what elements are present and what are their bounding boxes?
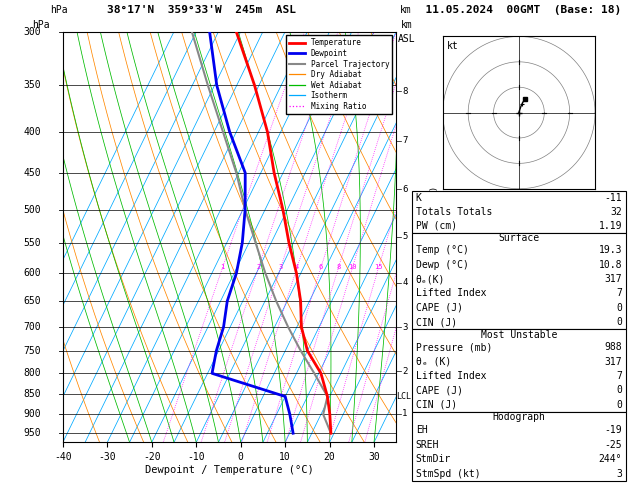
Text: 0: 0	[616, 317, 622, 327]
Text: 7: 7	[403, 137, 408, 145]
Text: 317: 317	[604, 357, 622, 366]
Text: 0: 0	[616, 385, 622, 396]
Text: 15: 15	[374, 264, 383, 270]
Text: θₑ(K): θₑ(K)	[416, 274, 445, 284]
Text: 19.3: 19.3	[599, 245, 622, 256]
Text: Hodograph: Hodograph	[493, 413, 545, 422]
Text: © weatheronline.co.uk: © weatheronline.co.uk	[462, 474, 576, 484]
Text: K: K	[416, 193, 421, 203]
Text: 2: 2	[403, 366, 408, 376]
Text: -19: -19	[604, 425, 622, 435]
Text: 0: 0	[616, 400, 622, 410]
Text: kt: kt	[447, 41, 459, 51]
Text: CAPE (J): CAPE (J)	[416, 303, 463, 313]
Text: 317: 317	[604, 274, 622, 284]
Text: 1: 1	[403, 409, 408, 418]
Text: 8: 8	[403, 87, 408, 96]
Text: -11: -11	[604, 193, 622, 203]
Text: 500: 500	[24, 205, 42, 215]
Text: 4: 4	[403, 278, 408, 287]
Text: 1.19: 1.19	[599, 221, 622, 231]
Text: 650: 650	[24, 296, 42, 306]
Text: ASL: ASL	[398, 34, 415, 44]
Text: 10: 10	[348, 264, 357, 270]
Text: 0: 0	[616, 303, 622, 313]
Text: θₑ (K): θₑ (K)	[416, 357, 451, 366]
Text: CAPE (J): CAPE (J)	[416, 385, 463, 396]
Text: -25: -25	[604, 440, 622, 450]
X-axis label: Dewpoint / Temperature (°C): Dewpoint / Temperature (°C)	[145, 465, 314, 475]
Text: Lifted Index: Lifted Index	[416, 288, 486, 298]
Text: 550: 550	[24, 238, 42, 248]
Text: 7: 7	[616, 371, 622, 381]
Text: 350: 350	[24, 80, 42, 90]
Text: 988: 988	[604, 342, 622, 352]
Text: 750: 750	[24, 346, 42, 356]
Legend: Temperature, Dewpoint, Parcel Trajectory, Dry Adiabat, Wet Adiabat, Isotherm, Mi: Temperature, Dewpoint, Parcel Trajectory…	[286, 35, 392, 114]
Text: 3: 3	[616, 469, 622, 479]
Text: 4: 4	[295, 264, 299, 270]
Text: 5: 5	[403, 232, 408, 241]
Text: 450: 450	[24, 168, 42, 178]
Text: 2: 2	[257, 264, 260, 270]
Text: 7: 7	[616, 288, 622, 298]
Text: Temp (°C): Temp (°C)	[416, 245, 469, 256]
Text: Totals Totals: Totals Totals	[416, 207, 492, 217]
Text: Lifted Index: Lifted Index	[416, 371, 486, 381]
Text: EH: EH	[416, 425, 428, 435]
Text: 32: 32	[610, 207, 622, 217]
Text: hPa: hPa	[33, 19, 50, 30]
Text: LCL: LCL	[397, 392, 411, 401]
Text: 1: 1	[221, 264, 225, 270]
Text: 38°17'N  359°33'W  245m  ASL: 38°17'N 359°33'W 245m ASL	[107, 5, 296, 15]
Text: 11.05.2024  00GMT  (Base: 18): 11.05.2024 00GMT (Base: 18)	[412, 5, 621, 15]
Text: Surface: Surface	[498, 233, 540, 243]
Text: Most Unstable: Most Unstable	[481, 330, 557, 340]
Text: 950: 950	[24, 428, 42, 438]
Text: 244°: 244°	[599, 454, 622, 464]
Text: 800: 800	[24, 368, 42, 378]
Text: km: km	[399, 5, 411, 15]
Text: CIN (J): CIN (J)	[416, 317, 457, 327]
Text: 3: 3	[403, 323, 408, 332]
Text: hPa: hPa	[50, 5, 68, 15]
Text: km: km	[401, 19, 412, 30]
Text: 700: 700	[24, 322, 42, 332]
Text: 10.8: 10.8	[599, 260, 622, 270]
Text: Mixing Ratio (g/kg): Mixing Ratio (g/kg)	[430, 186, 439, 288]
Text: 6: 6	[319, 264, 323, 270]
Text: CIN (J): CIN (J)	[416, 400, 457, 410]
Text: 850: 850	[24, 389, 42, 399]
Text: Dewp (°C): Dewp (°C)	[416, 260, 469, 270]
Text: 400: 400	[24, 127, 42, 137]
Text: 3: 3	[279, 264, 283, 270]
Text: PW (cm): PW (cm)	[416, 221, 457, 231]
Text: StmSpd (kt): StmSpd (kt)	[416, 469, 481, 479]
Text: 900: 900	[24, 409, 42, 419]
Text: 600: 600	[24, 268, 42, 278]
Text: StmDir: StmDir	[416, 454, 451, 464]
Text: 300: 300	[24, 27, 42, 36]
Text: Pressure (mb): Pressure (mb)	[416, 342, 492, 352]
Text: SREH: SREH	[416, 440, 439, 450]
Text: 6: 6	[403, 185, 408, 194]
Text: 8: 8	[337, 264, 341, 270]
